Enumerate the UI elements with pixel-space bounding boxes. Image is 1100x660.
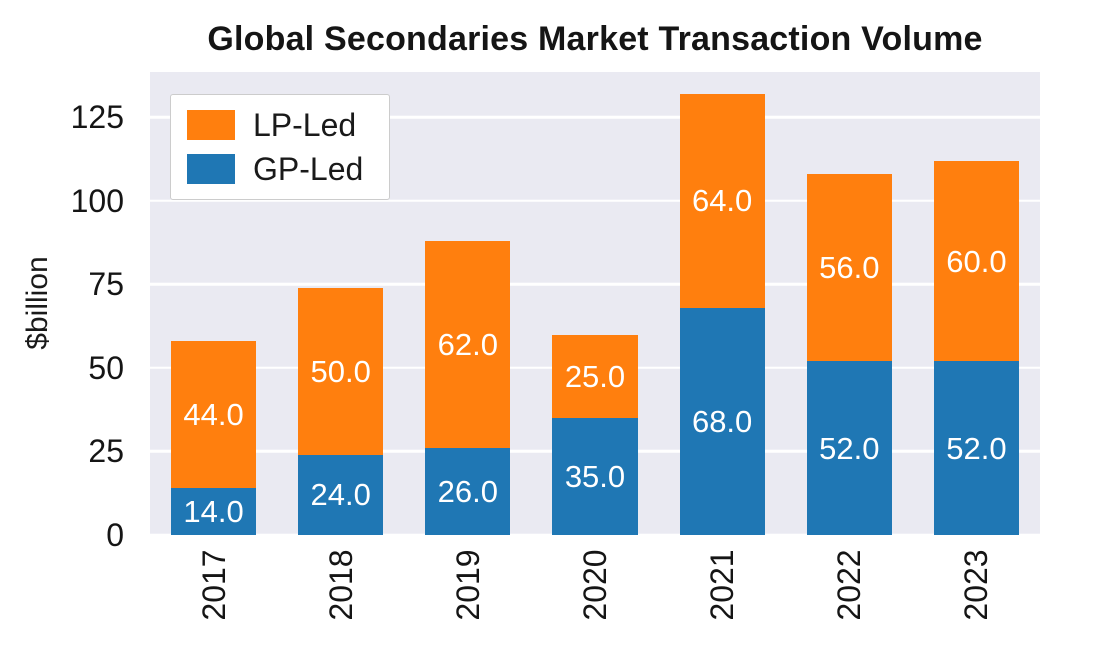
gridline [150,533,1040,537]
legend-label-gp-led: GP-Led [253,151,364,187]
y-axis-ticks: 0 25 50 75 100 125 [0,72,138,551]
bar-segment-gp-led-2022: 52.0 [806,361,892,535]
bar-value-label: 24.0 [310,477,371,513]
plot-area: LP-Led GP-Led 14.0 44.0 24.0 50.0 26.0 62.0 35… [150,72,1040,537]
bar-value-label: 35.0 [564,459,626,495]
bar-segment-gp-led-2020: 35.0 [552,418,638,535]
legend-item-lp-led: LP-Led [187,109,363,141]
legend-label-lp-led: LP-Led [253,107,357,143]
bar-segment-lp-led-2019: 62.0 [425,241,511,449]
bar-value-label: 26.0 [437,474,498,510]
x-tick-label: 2022 [831,549,868,621]
x-tick-label: 2021 [704,549,741,621]
bar-value-label: 56.0 [819,250,880,286]
y-tick-label: 75 [88,266,124,303]
bar-segment-gp-led-2017: 14.0 [170,488,257,535]
bar-value-label: 62.0 [437,327,498,363]
chart-title: Global Secondaries Market Transaction Vo… [207,20,983,58]
bar-segment-lp-led-2018: 50.0 [298,287,384,455]
gridline [150,116,1040,119]
x-tick-label: 2017 [195,549,232,621]
bar-segment-gp-led-2021: 68.0 [679,307,765,535]
bar-segment-lp-led-2017: 44.0 [170,341,257,489]
bar-value-label: 50.0 [310,353,371,389]
y-tick-label: 125 [70,99,124,136]
legend: LP-Led GP-Led [170,94,391,200]
x-tick-label: 2023 [958,549,995,621]
bar-segment-lp-led-2023: 60.0 [933,160,1019,362]
bar-value-label: 52.0 [819,430,880,466]
bar-value-label: 64.0 [691,183,753,219]
bar-segment-gp-led-2019: 26.0 [425,448,511,535]
bar-value-label: 14.0 [183,494,244,530]
x-tick-label: 2020 [577,549,613,621]
bar-value-label: 44.0 [183,397,244,433]
legend-item-gp-led: GP-Led [187,153,363,185]
bar-segment-gp-led-2018: 24.0 [298,454,384,535]
gp-led-swatch [187,154,235,184]
x-tick-label: 2018 [322,549,359,621]
bar-segment-gp-led-2023: 52.0 [933,361,1019,535]
gridline [150,199,1040,203]
bar-segment-lp-led-2022: 56.0 [806,174,892,362]
bar-value-label: 25.0 [564,358,626,394]
lp-led-swatch [187,110,235,140]
x-tick-label: 2019 [449,549,486,621]
gridline [150,283,1040,286]
bar-value-label: 60.0 [946,243,1007,279]
y-tick-label: 50 [88,349,124,386]
bar-value-label: 52.0 [946,430,1007,466]
y-tick-label: 0 [106,517,124,553]
x-axis-ticks: 2017 2018 2019 2020 2021 2022 2023 [150,535,1040,660]
y-tick-label: 25 [88,433,124,470]
bar-segment-lp-led-2021: 64.0 [679,94,765,308]
bar-value-label: 68.0 [691,403,753,439]
y-tick-label: 100 [70,182,124,219]
bar-segment-lp-led-2020: 25.0 [552,334,638,419]
